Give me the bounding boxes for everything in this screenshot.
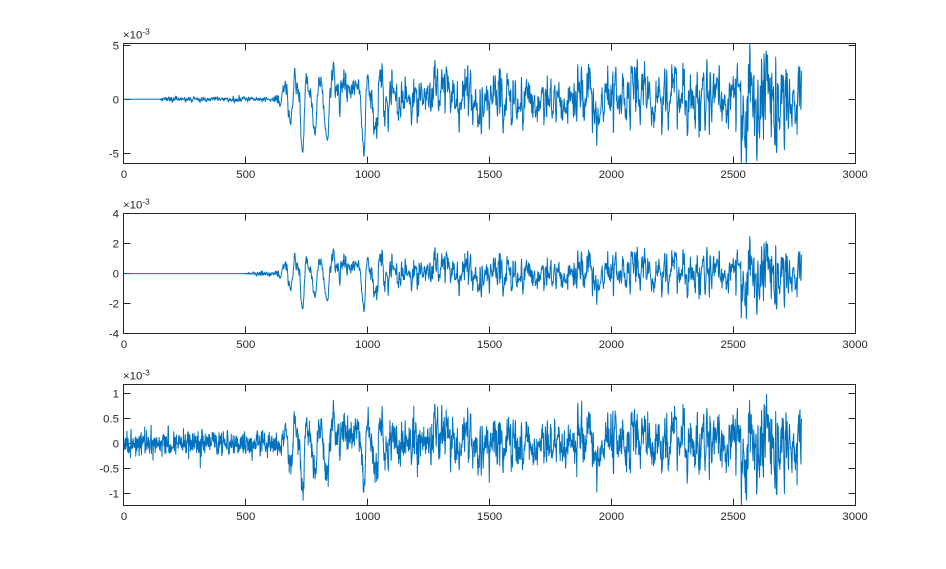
svg-text:-2: -2 — [109, 298, 119, 310]
svg-text:-1: -1 — [109, 488, 119, 500]
svg-text:-4: -4 — [109, 328, 119, 340]
svg-text:2: 2 — [113, 238, 119, 250]
svg-text:500: 500 — [236, 339, 255, 351]
svg-text:2000: 2000 — [599, 339, 624, 351]
svg-text:4: 4 — [113, 208, 119, 220]
svg-text:500: 500 — [236, 511, 255, 523]
svg-text:0: 0 — [113, 268, 119, 280]
svg-text:0: 0 — [121, 511, 127, 523]
svg-text:-0.5: -0.5 — [99, 463, 119, 475]
svg-text:-5: -5 — [109, 148, 119, 160]
svg-text:1500: 1500 — [477, 511, 502, 523]
svg-text:3000: 3000 — [842, 169, 867, 181]
svg-text:0: 0 — [121, 339, 127, 351]
svg-text:5: 5 — [113, 40, 119, 52]
svg-text:0: 0 — [113, 94, 119, 106]
svg-text:1000: 1000 — [355, 339, 380, 351]
svg-text:0: 0 — [113, 438, 119, 450]
svg-text:0.5: 0.5 — [103, 413, 119, 425]
svg-text:1500: 1500 — [477, 169, 502, 181]
svg-text:2500: 2500 — [721, 169, 746, 181]
svg-text:500: 500 — [236, 169, 255, 181]
svg-text:3000: 3000 — [842, 339, 867, 351]
svg-text:2500: 2500 — [721, 511, 746, 523]
svg-text:3000: 3000 — [842, 511, 867, 523]
svg-text:1000: 1000 — [355, 511, 380, 523]
svg-text:1: 1 — [113, 388, 119, 400]
svg-text:1500: 1500 — [477, 339, 502, 351]
svg-text:2000: 2000 — [599, 169, 624, 181]
svg-text:0: 0 — [121, 169, 127, 181]
svg-text:1000: 1000 — [355, 169, 380, 181]
svg-text:2000: 2000 — [599, 511, 624, 523]
svg-text:2500: 2500 — [721, 339, 746, 351]
